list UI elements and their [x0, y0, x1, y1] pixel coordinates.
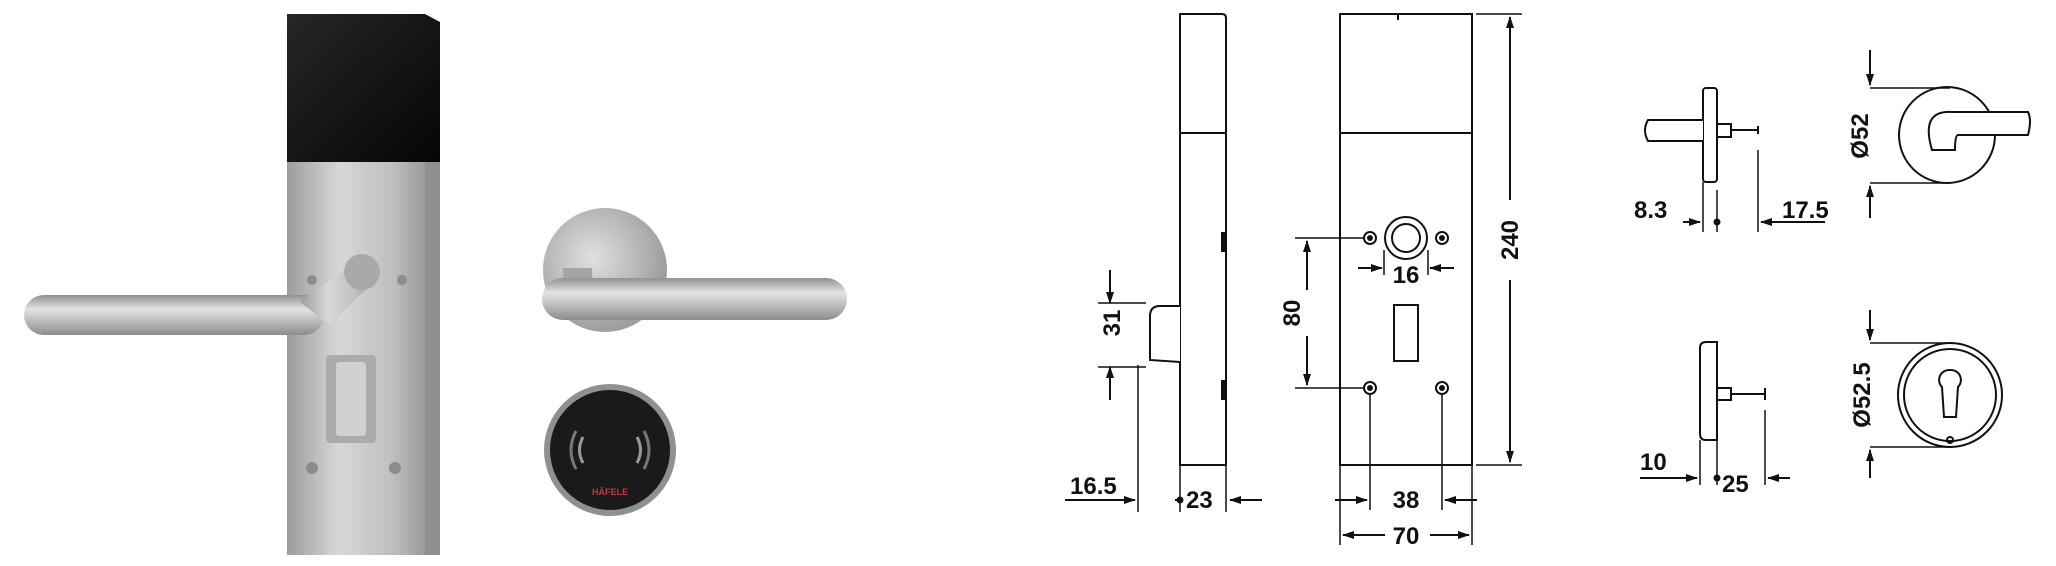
dim-key-rose-diameter: Ø52.5 [1849, 362, 1876, 427]
dim-side-depth: 23 [1186, 487, 1213, 514]
dim-front-height: 240 [1497, 220, 1524, 260]
drawing-key-rose [1640, 310, 2003, 485]
dim-side-height: 31 [1099, 310, 1126, 337]
round-reader: HÄFELE [544, 384, 676, 516]
dim-side-offset: 16.5 [1070, 473, 1117, 500]
dim-rose-projection: 17.5 [1782, 197, 1829, 224]
dim-rose-diameter: Ø52 [1847, 113, 1874, 158]
reader-brand-logo: HÄFELE [592, 487, 628, 497]
drawing-side-view [1065, 13, 1262, 512]
reader-panel [287, 14, 440, 162]
dim-rose-thickness: 8.3 [1634, 197, 1667, 224]
lever-on-rose [542, 208, 847, 332]
drawing-rose [1644, 50, 2031, 232]
electronic-lock-fitting [24, 14, 440, 555]
dim-front-width: 70 [1393, 523, 1420, 550]
dim-cylinder: 16 [1393, 262, 1420, 289]
dim-key-rose-projection: 25 [1722, 471, 1749, 498]
dim-hole-spacing-horizontal: 38 [1393, 487, 1420, 514]
drawing-front-view [1295, 13, 1522, 545]
rose-lever [542, 278, 847, 320]
dim-key-rose-thickness: 10 [1640, 449, 1667, 476]
lever-handle [24, 295, 324, 335]
dim-hole-spacing-vertical: 80 [1279, 300, 1306, 327]
